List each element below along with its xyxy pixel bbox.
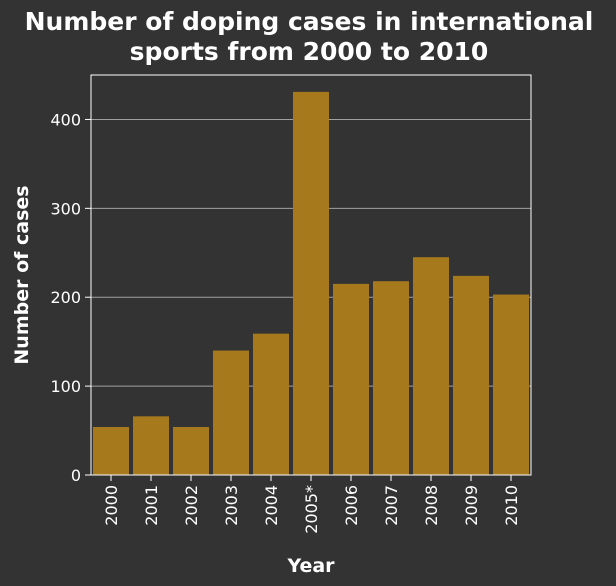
bar-2004 bbox=[253, 333, 289, 475]
bars bbox=[93, 91, 529, 475]
bar-2009 bbox=[453, 275, 489, 475]
bar-2008 bbox=[413, 257, 449, 475]
y-tick-label-200: 200 bbox=[50, 288, 81, 307]
y-axis-ticks: 0 100 200 300 400 bbox=[50, 110, 91, 485]
x-tick-label-2006: 2006 bbox=[342, 485, 361, 526]
y-tick-label-400: 400 bbox=[50, 110, 81, 129]
x-tick-label-2004: 2004 bbox=[262, 485, 281, 526]
y-axis-label: Number of cases bbox=[11, 185, 33, 364]
x-tick-label-2009: 2009 bbox=[462, 485, 481, 526]
y-tick-label-0: 0 bbox=[71, 466, 81, 485]
x-tick-label-2007: 2007 bbox=[382, 485, 401, 526]
bar-2003 bbox=[213, 350, 249, 475]
x-tick-label-2000: 2000 bbox=[102, 485, 121, 526]
chart-title-line-1: Number of doping cases in international bbox=[25, 7, 594, 36]
x-tick-label-2005: 2005* bbox=[302, 485, 321, 534]
bar-2005 bbox=[293, 91, 329, 475]
x-tick-label-2010: 2010 bbox=[502, 485, 521, 526]
bar-2002 bbox=[173, 427, 209, 475]
x-tick-label-2002: 2002 bbox=[182, 485, 201, 526]
bar-2007 bbox=[373, 281, 409, 475]
bar-2001 bbox=[133, 416, 169, 475]
y-tick-label-300: 300 bbox=[50, 199, 81, 218]
x-tick-label-2003: 2003 bbox=[222, 485, 241, 526]
x-axis-label: Year bbox=[286, 555, 335, 577]
bar-2010 bbox=[493, 294, 529, 475]
x-tick-label-2001: 2001 bbox=[142, 485, 161, 526]
x-tick-label-2008: 2008 bbox=[422, 485, 441, 526]
bar-2000 bbox=[93, 427, 129, 475]
y-tick-label-100: 100 bbox=[50, 377, 81, 396]
x-axis-ticks: 2000 2001 2002 2003 2004 2005* 2006 2007 2008 200… bbox=[102, 475, 521, 534]
chart-title-line-2: sports from 2000 to 2010 bbox=[130, 37, 489, 66]
bar-2006 bbox=[333, 283, 369, 475]
